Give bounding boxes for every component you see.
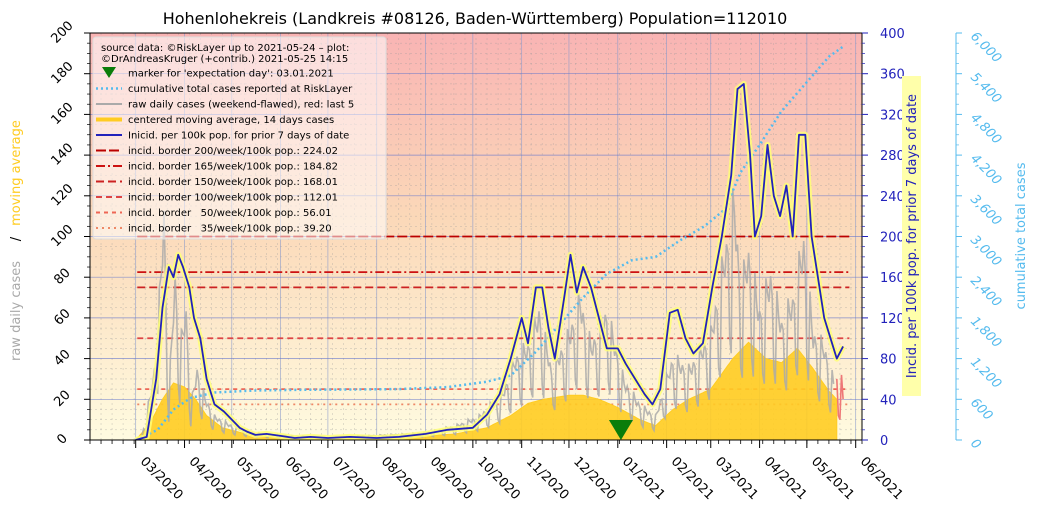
y-incidence-tick-label: 120 [880,312,905,327]
y-cumulative-label-text: cumulative total cases [1014,162,1029,309]
y-cumulative-tick-label: 5,400 [967,70,1004,107]
incidence-line [135,83,844,440]
x-tick-label: 05/2020 [233,454,282,503]
cumulative-series [135,45,844,440]
y-incidence-tick-label: 80 [880,353,897,368]
y-incidence-tick-label: 40 [880,393,897,408]
y-left-tick-label: 20 [51,388,73,410]
y-cumulative-tick-label: 4,200 [967,151,1004,188]
legend-label-b100: incid. border 100/week/100k pop.: 112.01 [128,193,338,204]
x-tick-label: 01/2021 [619,454,668,503]
x-tick-label: 04/2021 [761,454,810,503]
y-cumulative-tick-label: 1,800 [967,314,1004,351]
y-incidence-tick-label: 160 [880,271,905,286]
y-left-tick-label: 140 [48,141,76,169]
y-cumulative-label: cumulative total cases [1014,162,1029,309]
y-cumulative-tick-label: 600 [967,396,995,424]
legend-label-b50: incid. border 50/week/100k pop.: 56.01 [128,208,332,219]
legend-swatch-marker [102,67,116,78]
legend-label-b200: incid. border 200/week/100k pop.: 224.02 [128,146,338,157]
legend-label-raw: raw daily cases (weekend-flawed), red: l… [128,100,354,111]
incidence-series [134,80,846,440]
legend-entries: marker for 'expectation day': 03.01.2021… [96,67,354,235]
legend-label-b165: incid. border 165/week/100k pop.: 184.82 [128,162,338,173]
expectation-day-marker [608,420,633,440]
y-left-tick-label: 0 [54,431,70,447]
y-incidence-label-bg [902,76,921,396]
y-incidence-tick-label: 320 [880,108,905,123]
raw-daily-last5-line [836,374,844,420]
x-tick-label: 04/2020 [186,454,235,503]
legend-label-marker: marker for 'expectation day': 03.01.2021 [128,69,334,80]
y-left-label-raw: raw daily cases [9,261,24,361]
y-incidence-label: Incid. per 100k pop. for prior 7 days of… [902,76,921,396]
legend-label-avg: centered moving average, 14 days cases [128,115,334,126]
grid-minor [90,33,862,440]
y-cumulative-tick-label: 2,400 [967,273,1004,310]
x-tick-label: 06/2020 [282,454,331,503]
y-incidence-tick-label: 400 [880,27,905,42]
x-tick-label: 09/2020 [427,454,476,503]
legend: source data: ©RiskLayer up to 2021-05-24… [92,36,387,240]
y-cumulative-tick-label: 1,200 [967,355,1004,392]
x-tick-label: 10/2020 [474,454,523,503]
expectation-day-marker-group [608,420,633,440]
y-incidence-tick-label: 360 [880,68,905,83]
legend-label-cumulative: cumulative total cases reported at RiskL… [128,84,353,95]
legend-label-incidence: Inicid. per 100k pop. for prior 7 days o… [128,131,349,142]
legend-box [92,36,387,240]
y-left-label-avg: moving average [9,120,24,226]
y-left-tick-label: 120 [48,181,76,209]
y-left-label-sep: / [9,236,24,241]
legend-source-line1: source data: ©RiskLayer up to 2021-05-24… [101,43,349,54]
x-tick-label: 05/2021 [808,454,857,503]
x-tick-label: 08/2020 [378,454,427,503]
y-left-tick-label: 200 [48,18,76,46]
cumulative-line [135,45,844,440]
y-incidence-tick-label: 200 [880,231,905,246]
x-tick-label: 07/2020 [329,454,378,503]
x-tick-label: 03/2021 [712,454,761,503]
x-tick-label: 03/2020 [137,454,186,503]
y-incidence-tick-label: 0 [880,434,888,449]
y-axis-left: 0 20 40 60 80 100 120 140 160 180 200 [48,18,90,448]
y-cumulative-tick-label: 4,800 [967,111,1004,148]
y-incidence-tick-label: 280 [880,149,905,164]
legend-label-b35: incid. border 35/week/100k pop.: 39.20 [128,224,332,235]
y-cumulative-tick-label: 6,000 [967,29,1004,66]
x-tick-label: 12/2020 [570,454,619,503]
chart-title: Hohenlohekreis (Landkreis #08126, Baden-… [163,9,788,28]
y-cumulative-tick-label: 3,000 [967,233,1004,270]
legend-source-line2: ©DrAndreasKruger (+contrib.) 2021-05-25 … [101,54,348,65]
y-left-label: raw daily cases / moving average [9,120,24,361]
y-left-tick-label: 60 [51,306,73,328]
y-left-tick-label: 160 [48,100,76,128]
y-left-tick-label: 80 [51,266,73,288]
x-tick-label: 02/2021 [668,454,717,503]
x-tick-label: 06/2021 [857,454,906,503]
y-left-tick-label: 180 [48,59,76,87]
y-cumulative-tick-label: 3,600 [967,192,1004,229]
y-left-tick-label: 100 [48,222,76,250]
y-incidence-label-text: Incid. per 100k pop. for prior 7 days of… [905,94,920,378]
y-left-tick-label: 40 [51,347,73,369]
x-tick-label: 11/2020 [523,454,572,503]
y-cumulative-tick-label: 0 [967,436,983,452]
legend-label-b150: incid. border 150/week/100k pop.: 168.01 [128,177,338,188]
y-incidence-tick-label: 240 [880,190,905,205]
y-axis-incidence: 0 40 80 120 160 200 240 280 320 360 400 [862,27,905,449]
